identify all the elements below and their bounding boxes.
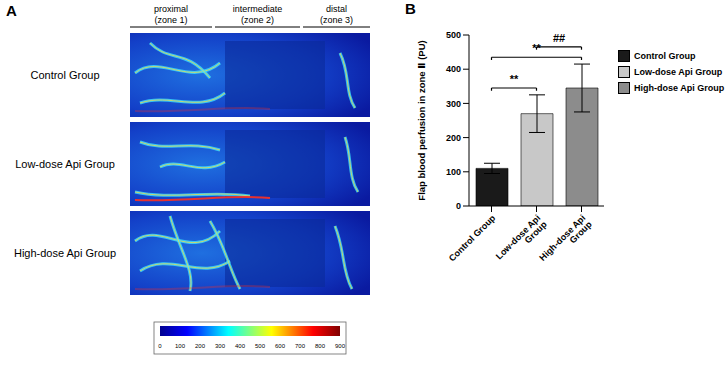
svg-text:400: 400 bbox=[446, 64, 461, 74]
svg-text:Flap blood perfusion in zone Ⅱ: Flap blood perfusion in zone Ⅱ (PU) bbox=[416, 40, 427, 200]
svg-text:400: 400 bbox=[235, 343, 246, 349]
svg-text:Low-dose Api Group: Low-dose Api Group bbox=[15, 158, 115, 170]
svg-text:A: A bbox=[6, 2, 17, 19]
svg-text:300: 300 bbox=[215, 343, 226, 349]
svg-text:Control Group: Control Group bbox=[447, 213, 498, 264]
svg-text:800: 800 bbox=[315, 343, 326, 349]
svg-text:100: 100 bbox=[175, 343, 186, 349]
svg-text:**: ** bbox=[510, 73, 519, 85]
svg-text:**: ** bbox=[532, 42, 541, 54]
svg-text:100: 100 bbox=[446, 167, 461, 177]
svg-text:200: 200 bbox=[446, 133, 461, 143]
svg-text:600: 600 bbox=[275, 343, 286, 349]
svg-text:(zone 2): (zone 2) bbox=[241, 15, 274, 25]
svg-text:(zone 3): (zone 3) bbox=[320, 15, 353, 25]
svg-text:Control Group: Control Group bbox=[30, 69, 99, 81]
svg-text:900: 900 bbox=[335, 343, 346, 349]
svg-text:##: ## bbox=[553, 32, 565, 44]
svg-text:High-dose Api Group: High-dose Api Group bbox=[14, 247, 116, 259]
svg-text:distal: distal bbox=[326, 4, 347, 14]
svg-text:200: 200 bbox=[195, 343, 206, 349]
svg-text:proximal: proximal bbox=[154, 4, 188, 14]
svg-text:300: 300 bbox=[446, 99, 461, 109]
svg-text:0: 0 bbox=[456, 201, 461, 211]
svg-text:High-dose ApiGroup: High-dose ApiGroup bbox=[537, 213, 594, 270]
svg-text:(zone 1): (zone 1) bbox=[154, 15, 187, 25]
svg-text:intermediate: intermediate bbox=[233, 4, 283, 14]
svg-text:0: 0 bbox=[158, 343, 162, 349]
svg-text:500: 500 bbox=[446, 30, 461, 40]
svg-text:500: 500 bbox=[255, 343, 266, 349]
svg-text:700: 700 bbox=[295, 343, 306, 349]
